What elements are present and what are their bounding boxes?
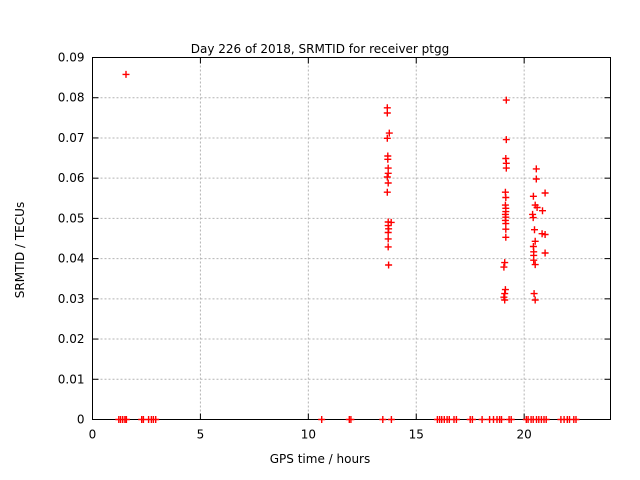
svg-text:10: 10	[301, 428, 316, 442]
svg-text:0.09: 0.09	[58, 51, 85, 65]
svg-text:0.01: 0.01	[58, 372, 85, 386]
svg-text:0.03: 0.03	[58, 292, 85, 306]
grid-lines	[92, 57, 611, 420]
svg-text:0.08: 0.08	[58, 91, 85, 105]
y-axis-label: SRMTID / TECUs	[13, 201, 27, 299]
svg-text:0.06: 0.06	[58, 171, 85, 185]
svg-text:15: 15	[409, 428, 424, 442]
svg-text:0.02: 0.02	[58, 332, 85, 346]
x-tick-labels: 0 5 10 15 20	[89, 428, 532, 442]
svg-text:20: 20	[517, 428, 532, 442]
svg-text:0.05: 0.05	[58, 211, 85, 225]
svg-text:0: 0	[77, 413, 85, 427]
svg-text:0: 0	[89, 428, 97, 442]
svg-text:5: 5	[197, 428, 205, 442]
data-points	[115, 70, 580, 423]
x-axis-label: GPS time / hours	[269, 452, 371, 466]
svg-text:0.04: 0.04	[58, 252, 85, 266]
chart-title: Day 226 of 2018, SRMTID for receiver ptg…	[190, 42, 450, 56]
axis-ticks	[92, 57, 611, 420]
svg-text:0.07: 0.07	[58, 131, 85, 145]
y-tick-labels: 0 0.01 0.02 0.03 0.04 0.05 0.06 0.07 0.08 0.09	[58, 51, 85, 427]
plot-border	[92, 57, 611, 420]
